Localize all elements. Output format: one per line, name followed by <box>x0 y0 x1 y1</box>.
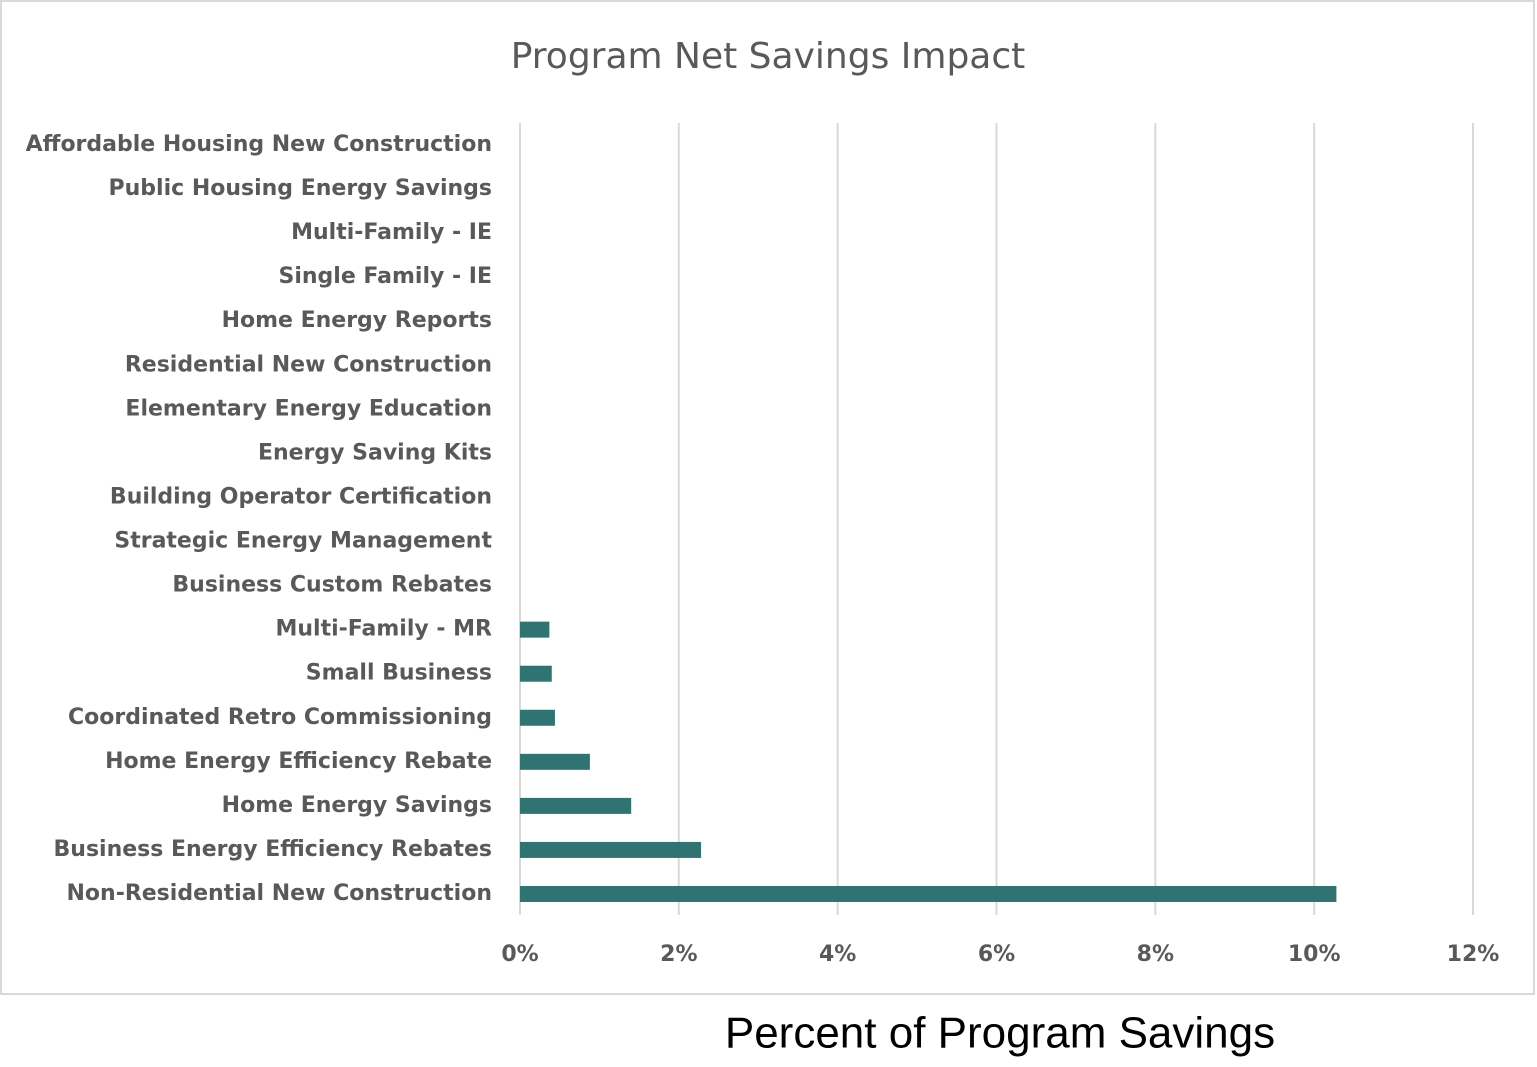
y-tick-label: Business Energy Efficiency Rebates <box>54 837 492 862</box>
x-tick-label: 12% <box>1447 942 1500 967</box>
x-tick-label: 10% <box>1288 942 1341 967</box>
y-tick-label: Non-Residential New Construction <box>67 881 493 906</box>
y-tick-label: Elementary Energy Education <box>125 396 492 421</box>
x-axis-label: Percent of Program Savings <box>725 1009 1275 1058</box>
y-tick-label: Public Housing Energy Savings <box>109 176 493 201</box>
x-tick-label: 6% <box>978 942 1015 967</box>
x-tick-label: 0% <box>501 942 538 967</box>
y-tick-label: Single Family - IE <box>278 264 492 289</box>
y-tick-label: Coordinated Retro Commissioning <box>68 705 492 730</box>
bar <box>520 753 590 770</box>
bar <box>520 841 702 858</box>
y-tick-label: Home Energy Efficiency Rebate <box>105 749 492 774</box>
y-tick-label: Multi-Family - MR <box>276 617 493 642</box>
y-tick-label: Home Energy Reports <box>222 308 492 333</box>
y-tick-label: Multi-Family - IE <box>291 220 492 245</box>
x-tick-label: 2% <box>660 942 697 967</box>
bar <box>520 621 550 638</box>
chart-frame <box>0 0 1535 995</box>
y-tick-label: Home Energy Savings <box>222 793 492 818</box>
y-tick-label: Small Business <box>306 661 492 686</box>
y-tick-label: Strategic Energy Management <box>114 529 492 554</box>
x-tick-label: 8% <box>1137 942 1174 967</box>
bar <box>520 886 1337 902</box>
y-tick-label: Business Custom Rebates <box>172 573 492 598</box>
y-tick-label: Energy Saving Kits <box>258 440 492 465</box>
x-tick-label: 4% <box>819 942 856 967</box>
y-tick-label: Building Operator Certification <box>110 484 492 509</box>
chart-title: Program Net Savings Impact <box>511 36 1026 77</box>
bar <box>520 797 632 814</box>
y-tick-label: Affordable Housing New Construction <box>26 132 492 157</box>
y-tick-label: Residential New Construction <box>125 352 492 377</box>
bar <box>520 665 552 682</box>
bar <box>520 709 555 726</box>
